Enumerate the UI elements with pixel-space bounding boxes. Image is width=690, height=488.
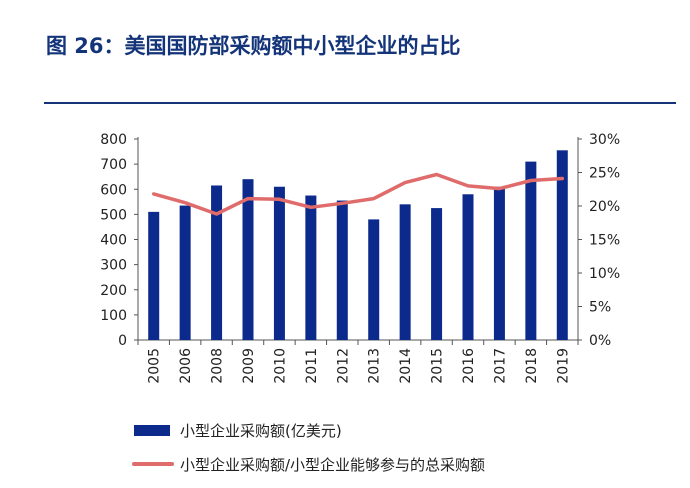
y-left-tick-label: 800: [100, 132, 127, 148]
y-right-tick-label: 20%: [589, 199, 620, 215]
bar-2008: [211, 185, 223, 340]
y-left-tick-label: 700: [100, 157, 127, 173]
legend-line-label: 小型企业采购额/小型企业能够参与的总采购额: [180, 456, 485, 474]
bar-2018: [525, 161, 537, 340]
y-left-tick-label: 200: [100, 283, 127, 299]
y-left-tick-labels: 0 100 200 300 400 500 600 700 800: [100, 132, 127, 349]
legend: 小型企业采购额(亿美元) 小型企业采购额/小型企业能够参与的总采购额: [132, 422, 485, 474]
bar-2006: [179, 205, 191, 340]
legend-bar-swatch: [134, 425, 170, 436]
x-tick-label: 2011: [304, 348, 320, 384]
bar-2011: [305, 195, 317, 340]
figure-title: 图 26：美国国防部采购额中小型企业的占比: [46, 34, 461, 58]
chart-axes: [134, 137, 582, 345]
bar-2016: [462, 194, 474, 340]
y-left-tick-label: 0: [118, 333, 127, 349]
y-right-tick-label: 10%: [589, 266, 620, 282]
x-tick-label: 2014: [398, 348, 414, 384]
x-tick-label: 2010: [272, 348, 288, 384]
y-left-tick-label: 400: [100, 233, 127, 249]
x-tick-label: 2005: [147, 348, 163, 384]
bar-2009: [242, 179, 254, 340]
y-left-tick-label: 300: [100, 258, 127, 274]
y-right-tick-labels: 0% 5% 10% 15% 20% 25% 30%: [589, 132, 620, 349]
bar-2014: [399, 204, 411, 340]
bar-2015: [431, 208, 443, 340]
y-right-tick-label: 0%: [589, 333, 611, 349]
bar-2013: [368, 219, 380, 340]
x-tick-labels: 2005 2006 2008 2009 2010 2011 2012 2013 2014 2015…: [147, 348, 572, 384]
x-tick-label: 2008: [210, 348, 226, 384]
y-left-tick-label: 100: [100, 308, 127, 324]
bar-2005: [148, 211, 160, 340]
bar-2019: [556, 150, 568, 340]
bar-2010: [273, 186, 285, 340]
x-tick-label: 2016: [461, 348, 477, 384]
x-tick-label: 2006: [178, 348, 194, 384]
x-tick-label: 2013: [367, 348, 383, 384]
x-tick-label: 2017: [492, 348, 508, 384]
legend-bar-label: 小型企业采购额(亿美元): [180, 422, 342, 440]
y-left-tick-label: 600: [100, 182, 127, 198]
x-tick-label: 2015: [430, 348, 446, 384]
x-tick-label: 2009: [241, 348, 257, 384]
title-divider: [44, 102, 676, 104]
bar-2012: [336, 200, 348, 340]
bar-series: [148, 150, 568, 340]
bar-2017: [493, 186, 505, 340]
y-right-tick-label: 30%: [589, 132, 620, 148]
x-tick-label: 2019: [555, 348, 571, 384]
x-tick-label: 2012: [335, 348, 351, 384]
line-series: [151, 172, 565, 216]
y-right-tick-label: 15%: [589, 233, 620, 249]
share-line: [151, 172, 565, 216]
x-tick-label: 2018: [524, 348, 540, 384]
y-left-tick-label: 500: [100, 207, 127, 223]
y-right-tick-label: 25%: [589, 166, 620, 182]
y-right-tick-label: 5%: [589, 300, 611, 316]
